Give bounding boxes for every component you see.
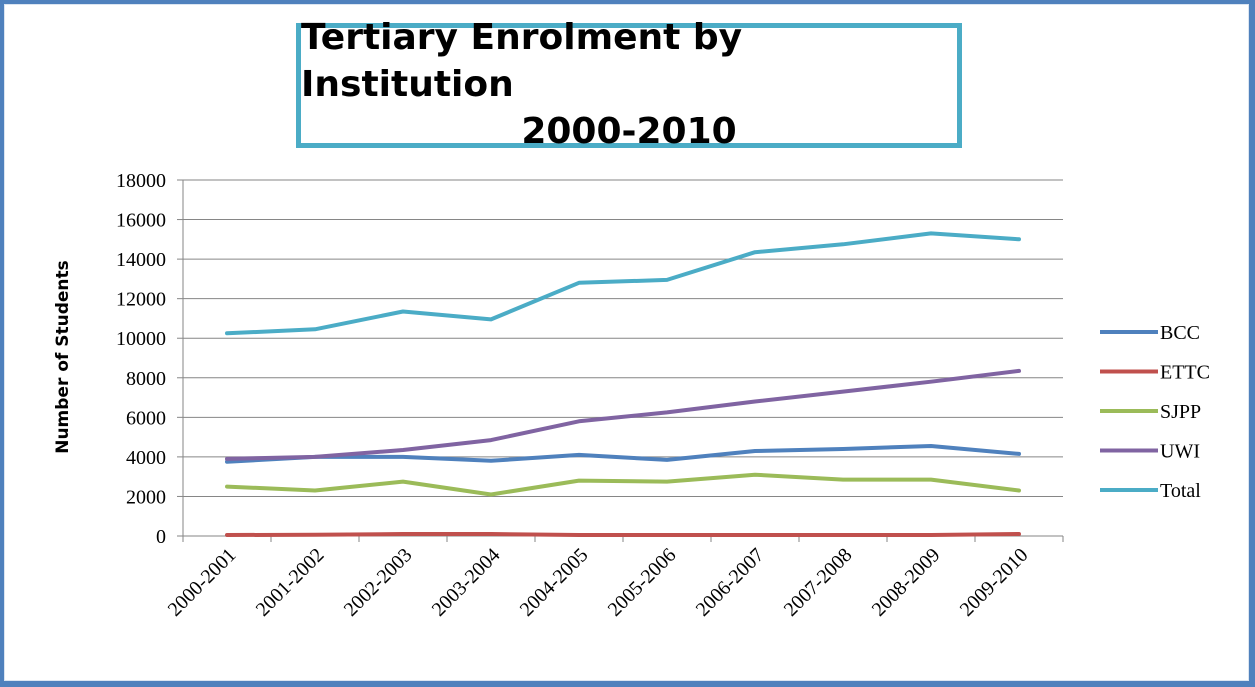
y-tick-labels: 0 2000 4000 6000 8000 10000 12000 14000 16000 180… xyxy=(116,170,166,548)
x-tick-label: 2004-2005 xyxy=(516,544,593,621)
x-tick-label: 2003-2004 xyxy=(428,544,505,621)
series-line-bcc xyxy=(225,444,1021,464)
x-tick-label: 2007-2008 xyxy=(780,544,857,621)
chart-title-line1: Tertiary Enrolment by Institution xyxy=(301,17,743,106)
legend-label-bcc: BCC xyxy=(1160,322,1200,344)
legend-label-uwi: UWI xyxy=(1160,441,1200,463)
x-tick-label: 2009-2010 xyxy=(956,544,1033,621)
chart-title-line2: 2000-2010 xyxy=(521,110,737,152)
y-axis-label: Number of Students xyxy=(53,260,73,454)
series-line-total xyxy=(225,231,1021,336)
series-lines xyxy=(225,231,1021,537)
x-tick-label: 2008-2009 xyxy=(868,544,945,621)
series-line-ettc xyxy=(225,532,1021,537)
chart-title-box: Tertiary Enrolment by Institution 2000-2… xyxy=(296,17,962,152)
y-tick-label: 0 xyxy=(156,526,166,548)
x-tick-label: 2000-2001 xyxy=(164,544,241,621)
y-tick-label: 18000 xyxy=(116,170,166,192)
x-tick-label: 2002-2003 xyxy=(340,544,417,621)
y-tick-label: 14000 xyxy=(116,249,166,271)
y-tick-label: 16000 xyxy=(116,210,166,232)
y-tick-label: 10000 xyxy=(116,328,166,350)
y-tick-label: 4000 xyxy=(126,447,166,469)
y-tick-label: 8000 xyxy=(126,368,166,390)
x-tick-label: 2005-2006 xyxy=(604,544,681,621)
series-line-sjpp xyxy=(225,472,1021,497)
x-tick-labels: 2000-2001 2001-2002 2002-2003 2003-2004 2004… xyxy=(164,544,1033,621)
legend: BCC ETTC SJPP UWI Total xyxy=(1100,322,1210,502)
y-tick-label: 6000 xyxy=(126,407,166,429)
legend-label-ettc: ETTC xyxy=(1160,362,1210,384)
x-tick-label: 2006-2007 xyxy=(692,544,769,621)
series-line-uwi xyxy=(225,368,1021,461)
y-tick-label: 2000 xyxy=(126,486,166,508)
legend-label-total: Total xyxy=(1160,480,1201,502)
legend-label-sjpp: SJPP xyxy=(1160,401,1201,423)
x-tick-label: 2001-2002 xyxy=(252,544,329,621)
y-tick-label: 12000 xyxy=(116,289,166,311)
